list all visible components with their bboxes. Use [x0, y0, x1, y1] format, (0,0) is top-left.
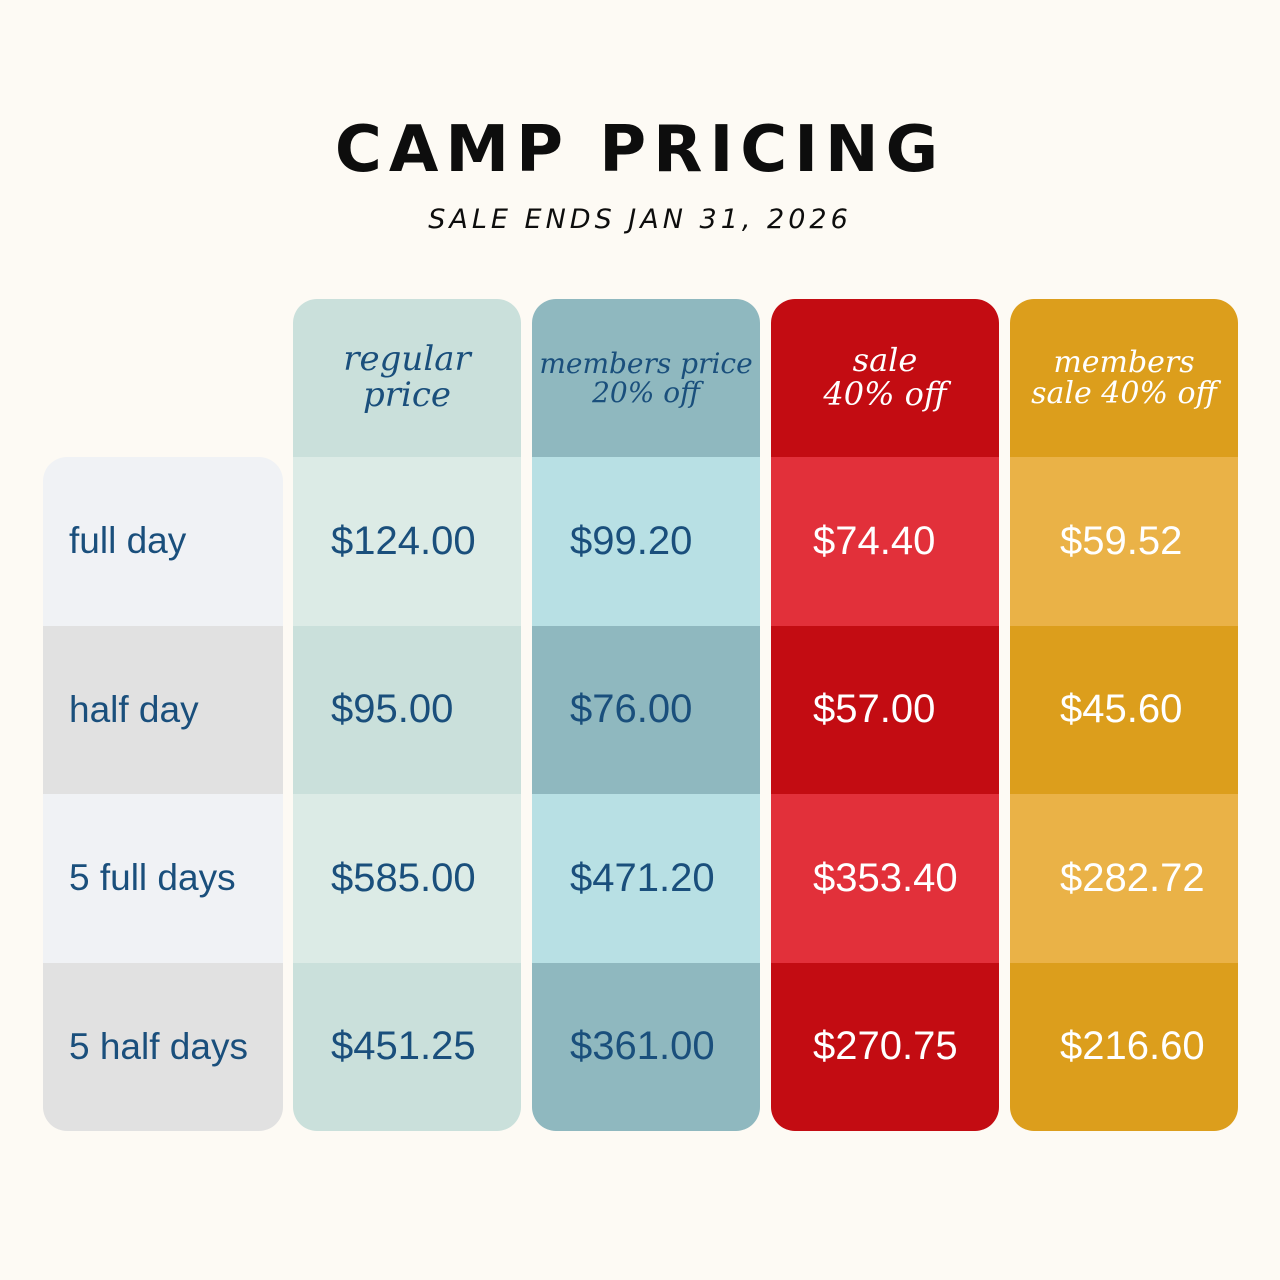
page-subtitle: SALE ENDS JAN 31, 2026 — [428, 204, 852, 235]
sale-price-column: sale 40% off $74.40 $57.00 $353.40 $270.… — [771, 299, 999, 1131]
members-price-half-day: $76.00 — [532, 625, 760, 794]
row-label-half-day: half day — [43, 625, 283, 794]
members-sale-price-column: members sale 40% off $59.52 $45.60 $282.… — [1010, 299, 1238, 1131]
sale-price-5-full-days: $353.40 — [771, 794, 999, 963]
members-sale-price-header: members sale 40% off — [1010, 299, 1238, 457]
sale-price-header-line1: sale — [852, 341, 918, 380]
regular-price-half-day: $95.00 — [293, 625, 521, 794]
regular-price-full-day: $124.00 — [293, 457, 521, 626]
members-price-5-full-days: $471.20 — [532, 794, 760, 963]
members-price-full-day: $99.20 — [532, 457, 760, 626]
regular-price-column: regular price $124.00 $95.00 $585.00 $45… — [293, 299, 521, 1131]
members-price-column: members price 20% off $99.20 $76.00 $471… — [532, 299, 760, 1131]
members-price-header: members price 20% off — [532, 299, 760, 457]
regular-price-header-line2: price — [362, 375, 452, 415]
regular-price-5-half-days: $451.25 — [293, 962, 521, 1131]
members-sale-price-half-day: $45.60 — [1010, 625, 1238, 794]
page-title: CAMP PRICING — [334, 113, 946, 187]
row-label-5-half-days: 5 half days — [43, 962, 283, 1131]
row-label-5-full-days: 5 full days — [43, 794, 283, 963]
regular-price-header-line1: regular — [343, 339, 471, 380]
members-sale-price-full-day: $59.52 — [1010, 457, 1238, 626]
sale-price-5-half-days: $270.75 — [771, 962, 999, 1131]
regular-price-header: regular price — [293, 299, 521, 457]
members-sale-price-header-line1: members — [1053, 344, 1195, 380]
row-label-full-day: full day — [43, 457, 283, 626]
members-price-header-line2: 20% off — [592, 376, 700, 409]
members-price-5-half-days: $361.00 — [532, 962, 760, 1131]
members-sale-price-header-line2: sale 40% off — [1031, 376, 1217, 411]
members-sale-price-5-full-days: $282.72 — [1010, 794, 1238, 963]
sale-price-full-day: $74.40 — [771, 457, 999, 626]
members-sale-price-5-half-days: $216.60 — [1010, 962, 1238, 1131]
regular-price-5-full-days: $585.00 — [293, 794, 521, 963]
sale-price-half-day: $57.00 — [771, 625, 999, 794]
sale-price-header: sale 40% off — [771, 299, 999, 457]
row-labels-column: full day half day 5 full days 5 half day… — [43, 457, 283, 1131]
sale-price-header-line2: 40% off — [823, 375, 947, 413]
members-price-header-line1: members price — [539, 346, 753, 380]
